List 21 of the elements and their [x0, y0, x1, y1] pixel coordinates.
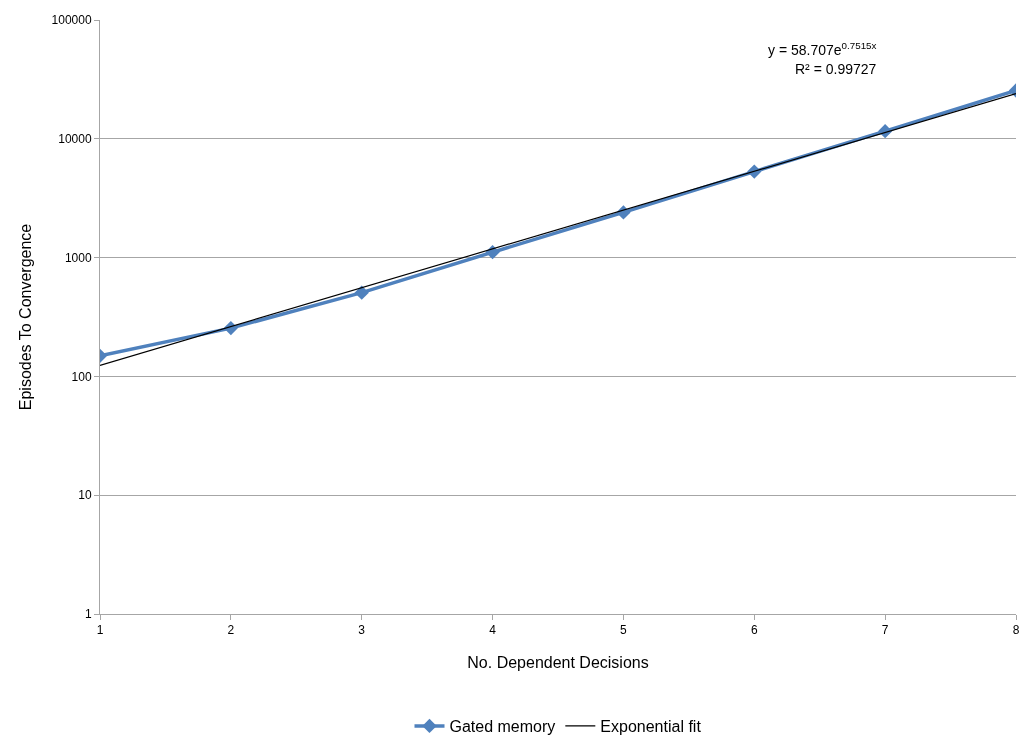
x-tick-label: 6 [750, 623, 758, 638]
y-tick-label: 1000 [64, 250, 92, 265]
annotation: R² = 0.99727 [795, 61, 877, 77]
y-tick-label: 100000 [51, 13, 92, 28]
legend-label: Exponential fit [600, 718, 702, 736]
x-tick-label: 5 [620, 623, 628, 638]
y-tick-label: 100 [71, 369, 92, 384]
x-axis-title: No. Dependent Decisions [467, 654, 649, 672]
legend-label: Gated memory [449, 718, 556, 736]
point [354, 285, 369, 300]
annotation: y = 58.707e$^{0.7515x}$ [768, 40, 877, 58]
x-tick-label: 2 [227, 623, 235, 638]
x-tick-label: 7 [881, 623, 889, 638]
y-tick-label: 10 [78, 488, 92, 503]
x-tick-label: 8 [1012, 623, 1020, 638]
y-tick-label: 10000 [58, 132, 92, 146]
x-tick-label: 3 [358, 623, 366, 638]
x-tick-label: 1 [96, 623, 104, 638]
x-tick-label: 4 [489, 623, 497, 638]
y-axis-title: Episodes To Convergence [17, 223, 35, 411]
y-tick-label: 1 [84, 607, 92, 622]
